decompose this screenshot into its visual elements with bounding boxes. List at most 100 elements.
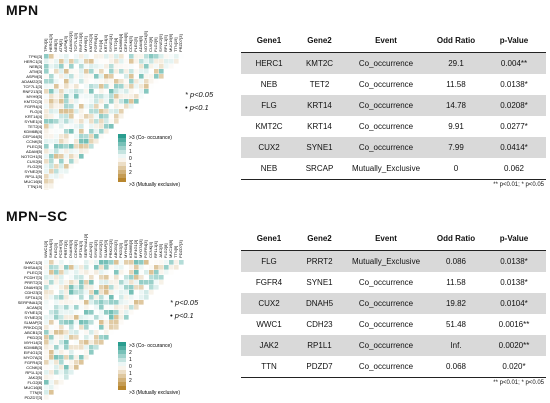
- legend-swatch: [118, 354, 126, 358]
- footnote-mpn: ** p<0.01; * p<0.05: [493, 182, 544, 188]
- sig-p01-mpn-sc: • p<0.1: [170, 311, 194, 320]
- heatmap-cell: [114, 84, 119, 89]
- heatmap-col-label: FLG2[9]: [153, 38, 158, 52]
- heatmap-cell: [104, 104, 109, 109]
- table-cell: KRT14: [307, 121, 332, 131]
- heatmap-cell: [74, 285, 79, 290]
- heatmap-cell: [64, 345, 69, 350]
- heatmap-cell: [94, 300, 99, 305]
- heatmap-cell: [84, 119, 89, 124]
- heatmap-cell: [54, 89, 59, 94]
- heatmap-cell: [64, 154, 69, 159]
- heatmap-cell: [64, 290, 69, 295]
- heatmap-cell: [64, 315, 69, 320]
- legend-swatch: [118, 358, 126, 362]
- heatmap-cell: [79, 270, 84, 275]
- col-gene1: Gene1: [241, 228, 297, 251]
- heatmap-cell: [129, 104, 134, 109]
- table-cell: 0.0414*: [482, 136, 546, 158]
- heatmap-cell: [114, 54, 119, 59]
- heatmap-cell: [79, 285, 84, 290]
- heatmap-cell: [109, 295, 114, 300]
- heatmap-cell: [109, 74, 114, 79]
- heatmap-cell: [104, 94, 109, 99]
- heatmap-cell: [104, 124, 109, 129]
- heatmap-cell: [99, 270, 104, 275]
- heatmap-cell: [44, 114, 49, 119]
- heatmap-cell: [94, 69, 99, 74]
- heatmap-cell: [129, 94, 134, 99]
- heatmap-cell: [84, 290, 89, 295]
- heatmap-col-label: ADAM22[3]: [68, 32, 73, 52]
- heatmap-cell: [104, 99, 109, 104]
- heatmap-cell: [114, 59, 119, 64]
- heatmap-cell: [104, 69, 109, 74]
- heatmap-cell: [149, 285, 154, 290]
- heatmap-cell: [79, 305, 84, 310]
- heatmap-cell: [129, 260, 134, 265]
- table-cell: 0.0138*: [482, 250, 546, 272]
- heatmap-row-label: PCDH7[3]: [24, 275, 42, 280]
- col-p-value: p-Value: [482, 30, 546, 53]
- heatmap-cell: [84, 89, 89, 94]
- heatmap-cell: [44, 295, 49, 300]
- legend-tick-label: 0: [129, 364, 132, 370]
- heatmap-cell: [64, 149, 69, 154]
- heatmap-row-label: SHISA4[3]: [23, 265, 42, 270]
- heatmap-cell: [89, 59, 94, 64]
- heatmap-col-label: PDZD7[3]: [178, 240, 183, 258]
- heatmap-cell: [44, 139, 49, 144]
- heatmap-cell: [79, 335, 84, 340]
- table-row: FLG KRT14 Co_occurrence 14.78 0.0208*: [241, 94, 546, 116]
- table-cell: 0.0104*: [482, 292, 546, 314]
- heatmap-cell: [44, 350, 49, 355]
- heatmap-cell: [94, 315, 99, 320]
- heatmap-svg-mpn: TPKI[3] HERC1[3] NEB[3] ATM[3] ASPM[3] ADAM22…: [21, 31, 184, 190]
- heatmap-cell: [94, 104, 99, 109]
- heatmap-cell: [89, 129, 94, 134]
- heatmap-cell: [119, 285, 124, 290]
- heatmap-cell: [64, 300, 69, 305]
- heatmap-cell: [49, 270, 54, 275]
- heatmap-cell: [159, 260, 164, 265]
- heatmap-cell: [59, 265, 64, 270]
- heatmap-col-label: PLEC[5]: [133, 37, 138, 52]
- heatmap-cell: [139, 94, 144, 99]
- table-cell: Co_occurrence: [342, 136, 430, 158]
- col-event: Event: [342, 228, 430, 251]
- heatmap-cell: [54, 54, 59, 59]
- heatmap-cell: [99, 109, 104, 114]
- legend-bottom-label: >3 (Mutually exclusive): [129, 390, 180, 396]
- heatmap-cell: [54, 295, 59, 300]
- heatmap-cell: [104, 114, 109, 119]
- legend-swatch: [118, 154, 126, 158]
- heatmap-cell: [59, 109, 64, 114]
- heatmap-cell: [74, 365, 79, 370]
- heatmap-cell: [104, 109, 109, 114]
- heatmap-cell: [84, 144, 89, 149]
- heatmap-cell: [64, 99, 69, 104]
- heatmap-cell: [59, 335, 64, 340]
- table-row: CUX2 SYNE1 Co_occurrence 7.99 0.0414*: [241, 136, 546, 158]
- heatmap-cell: [169, 260, 174, 265]
- heatmap-cell: [69, 330, 74, 335]
- heatmap-cell: [59, 159, 64, 164]
- heatmap-cell: [144, 59, 149, 64]
- heatmap-cell: [154, 270, 159, 275]
- heatmap-cell: [64, 124, 69, 129]
- heatmap-cell: [44, 104, 49, 109]
- heatmap-cell: [89, 315, 94, 320]
- heatmap-cell: [84, 260, 89, 265]
- heatmap-cell: [54, 94, 59, 99]
- heatmap-cell: [49, 320, 54, 325]
- heatmap-col-label: RNF213[3]: [78, 33, 83, 52]
- heatmap-cell: [104, 64, 109, 69]
- heatmap-cell: [54, 275, 59, 280]
- heatmap-cell: [104, 270, 109, 275]
- heatmap-cell: [119, 260, 124, 265]
- heatmap-cell: [99, 320, 104, 325]
- heatmap-cell: [59, 340, 64, 345]
- heatmap-cell: [89, 54, 94, 59]
- heatmap-cell: [139, 64, 144, 69]
- heatmap-cell: [79, 64, 84, 69]
